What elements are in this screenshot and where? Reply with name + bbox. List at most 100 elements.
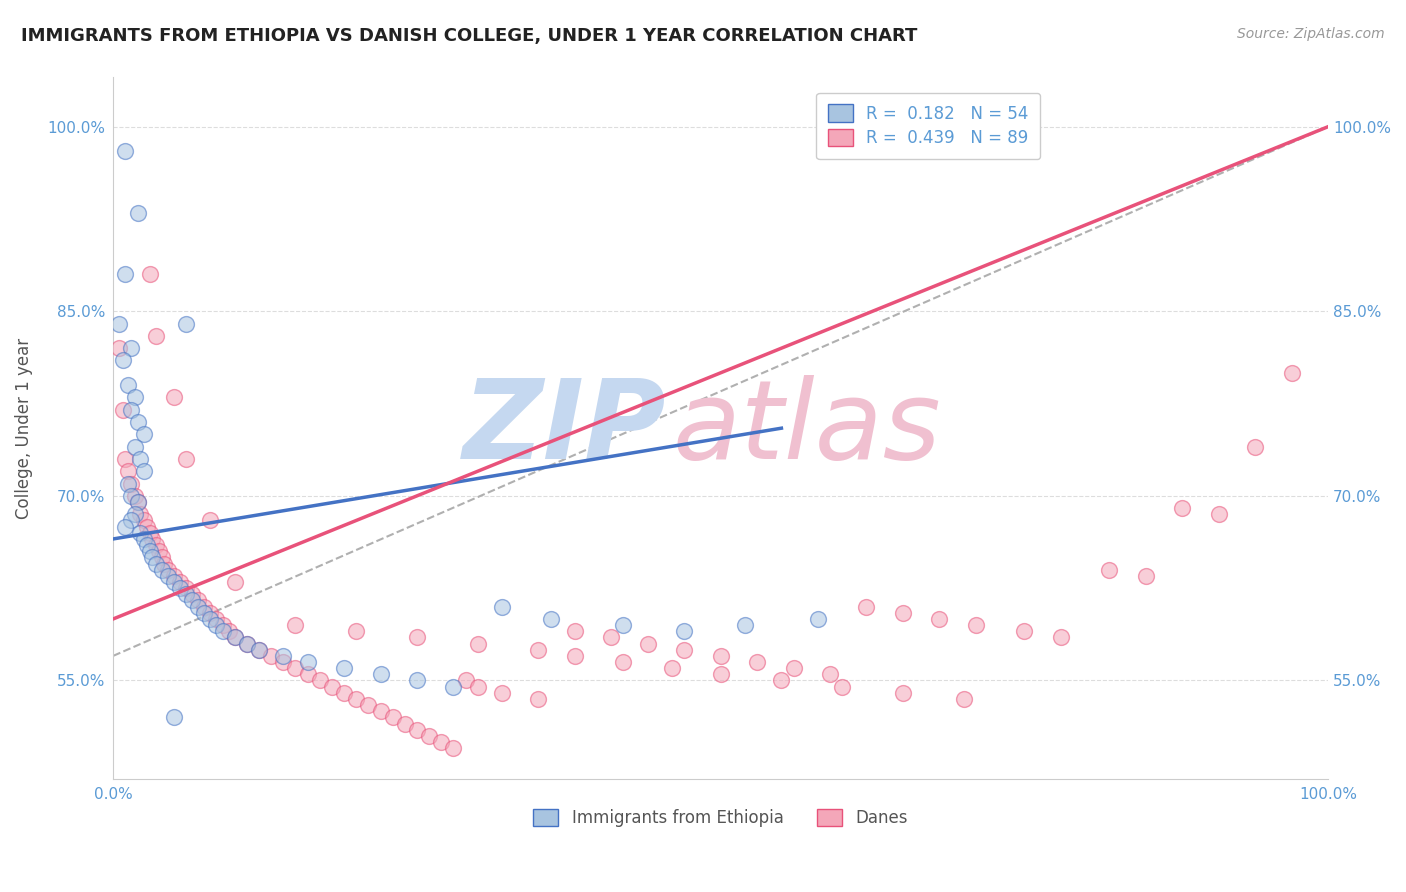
Text: ZIP: ZIP [463, 375, 666, 482]
Point [782, 661, 804, 675]
Point [174, 587, 197, 601]
Point [333, 686, 356, 700]
Point [710, 648, 733, 663]
Point [418, 729, 440, 743]
Point [156, 563, 179, 577]
Point [129, 452, 152, 467]
Point [1244, 440, 1267, 454]
Point [965, 618, 987, 632]
Point [193, 599, 215, 614]
Point [205, 612, 228, 626]
Point [117, 476, 139, 491]
Point [111, 402, 134, 417]
Point [564, 648, 586, 663]
Point [145, 557, 167, 571]
Point [120, 402, 142, 417]
Point [211, 618, 233, 632]
Point [284, 661, 307, 675]
Point [540, 612, 562, 626]
Point [247, 642, 270, 657]
Point [807, 612, 830, 626]
Point [297, 667, 319, 681]
Point [734, 618, 756, 632]
Point [454, 673, 477, 688]
Point [891, 686, 914, 700]
Point [527, 642, 550, 657]
Point [132, 532, 155, 546]
Point [612, 618, 634, 632]
Point [193, 606, 215, 620]
Point [181, 593, 204, 607]
Point [132, 427, 155, 442]
Point [150, 563, 173, 577]
Point [831, 680, 853, 694]
Point [236, 636, 259, 650]
Point [284, 618, 307, 632]
Point [1281, 366, 1303, 380]
Point [745, 655, 768, 669]
Point [1014, 624, 1036, 639]
Point [637, 636, 659, 650]
Point [1098, 563, 1121, 577]
Point [153, 557, 176, 571]
Point [333, 661, 356, 675]
Point [357, 698, 380, 712]
Point [117, 378, 139, 392]
Point [344, 692, 367, 706]
Point [370, 704, 392, 718]
Point [138, 544, 160, 558]
Point [124, 440, 146, 454]
Point [211, 624, 233, 639]
Point [187, 599, 209, 614]
Legend: Immigrants from Ethiopia, Danes: Immigrants from Ethiopia, Danes [527, 802, 914, 834]
Point [200, 513, 222, 527]
Point [891, 606, 914, 620]
Point [200, 612, 222, 626]
Point [174, 581, 197, 595]
Point [141, 550, 163, 565]
Point [117, 464, 139, 478]
Point [205, 618, 228, 632]
Point [673, 642, 696, 657]
Point [138, 525, 160, 540]
Point [127, 495, 149, 509]
Point [127, 206, 149, 220]
Point [136, 538, 159, 552]
Point [124, 391, 146, 405]
Point [1050, 631, 1073, 645]
Point [406, 723, 429, 737]
Point [114, 268, 136, 282]
Point [273, 648, 295, 663]
Point [120, 513, 142, 527]
Point [120, 476, 142, 491]
Point [163, 574, 186, 589]
Point [181, 587, 204, 601]
Point [114, 519, 136, 533]
Point [136, 519, 159, 533]
Point [430, 735, 453, 749]
Y-axis label: College, Under 1 year: College, Under 1 year [15, 337, 32, 519]
Point [114, 452, 136, 467]
Point [138, 268, 160, 282]
Point [224, 631, 246, 645]
Point [174, 317, 197, 331]
Point [129, 508, 152, 522]
Point [200, 606, 222, 620]
Point [1208, 508, 1230, 522]
Point [370, 667, 392, 681]
Point [150, 550, 173, 565]
Point [491, 599, 513, 614]
Point [114, 145, 136, 159]
Point [612, 655, 634, 669]
Point [169, 581, 191, 595]
Text: Source: ZipAtlas.com: Source: ZipAtlas.com [1237, 27, 1385, 41]
Point [952, 692, 974, 706]
Point [770, 673, 793, 688]
Point [673, 624, 696, 639]
Point [710, 667, 733, 681]
Point [163, 391, 186, 405]
Point [297, 655, 319, 669]
Point [156, 569, 179, 583]
Point [406, 631, 429, 645]
Point [148, 544, 170, 558]
